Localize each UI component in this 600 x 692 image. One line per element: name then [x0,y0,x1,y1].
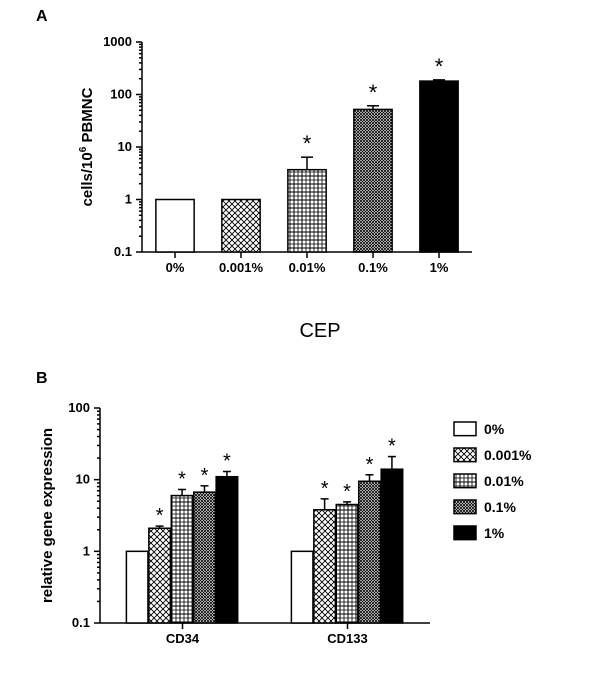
panel-b-bar [336,505,358,623]
legend-label: 0.1% [484,499,516,515]
panel-b-legend: 0% 0.001% 0.01% 0.1% 1% [452,418,592,568]
svg-text:*: * [366,454,374,476]
svg-text:cells/106 PBMNC: cells/106 PBMNC [78,87,96,206]
svg-text:10: 10 [118,139,132,154]
panel-b-bar [126,551,148,623]
panel-a-bar [288,170,326,252]
legend-label: 0.01% [484,473,524,489]
svg-text:100: 100 [110,87,132,102]
svg-text:*: * [178,468,186,490]
svg-text:0.01%: 0.01% [289,260,326,275]
panel-a-bar [222,200,260,253]
svg-text:0.001%: 0.001% [219,260,264,275]
legend-swatch [454,474,476,488]
svg-text:relative gene expression: relative gene expression [39,428,56,603]
panel-b-label: B [36,370,48,388]
panel-b-bar [194,492,216,623]
legend-swatch [454,422,476,436]
svg-text:1000: 1000 [103,34,132,49]
svg-text:100: 100 [68,400,90,415]
svg-text:1%: 1% [430,260,449,275]
svg-text:1: 1 [125,192,132,207]
panel-a-bar [354,109,392,252]
legend-swatch [454,526,476,540]
panel-b-bar [359,481,381,623]
svg-text:CD133: CD133 [327,631,367,646]
svg-text:CD34: CD34 [166,631,200,646]
panel-a-bar [420,81,458,252]
legend-label: 0% [484,421,505,437]
legend-swatch [454,500,476,514]
legend-label: 1% [484,525,505,541]
svg-text:*: * [321,478,329,500]
legend-label: 0.001% [484,447,532,463]
panel-b-bar [149,528,171,623]
panel-a-bar [156,200,194,253]
svg-text:1: 1 [83,543,90,558]
svg-text:*: * [156,505,164,527]
panel-b-bar [171,496,193,623]
panel-b-bar [314,510,336,623]
svg-text:0.1%: 0.1% [358,260,388,275]
panel-b-bar [291,551,313,623]
svg-text:0.1: 0.1 [114,244,132,259]
panel-a-chart: 0.1 1 10 100 1000 cells/106 PBMNC 0% 0.001% * 0.0… [70,24,500,314]
panel-a-xlabel: CEP [0,320,600,343]
svg-text:*: * [369,80,378,105]
panel-a-xlabel-text: CEP [299,320,340,343]
svg-text:*: * [201,465,209,487]
legend-swatch [454,448,476,462]
svg-text:0.1: 0.1 [72,615,90,630]
panel-b-bar [216,477,238,623]
svg-text:0%: 0% [166,260,185,275]
svg-text:*: * [388,436,396,458]
svg-text:10: 10 [76,472,90,487]
svg-text:*: * [343,481,351,503]
svg-text:*: * [223,451,231,473]
panel-b-bar [381,469,403,623]
panel-a-label: A [36,8,48,26]
panel-b-chart: 0.1 1 10 100 relative gene expression * * * * CD3… [28,390,458,680]
svg-text:*: * [303,131,312,156]
svg-text:*: * [435,54,444,79]
figure-root: { "panelA": { "label": "A", "type": "bar… [0,0,600,692]
